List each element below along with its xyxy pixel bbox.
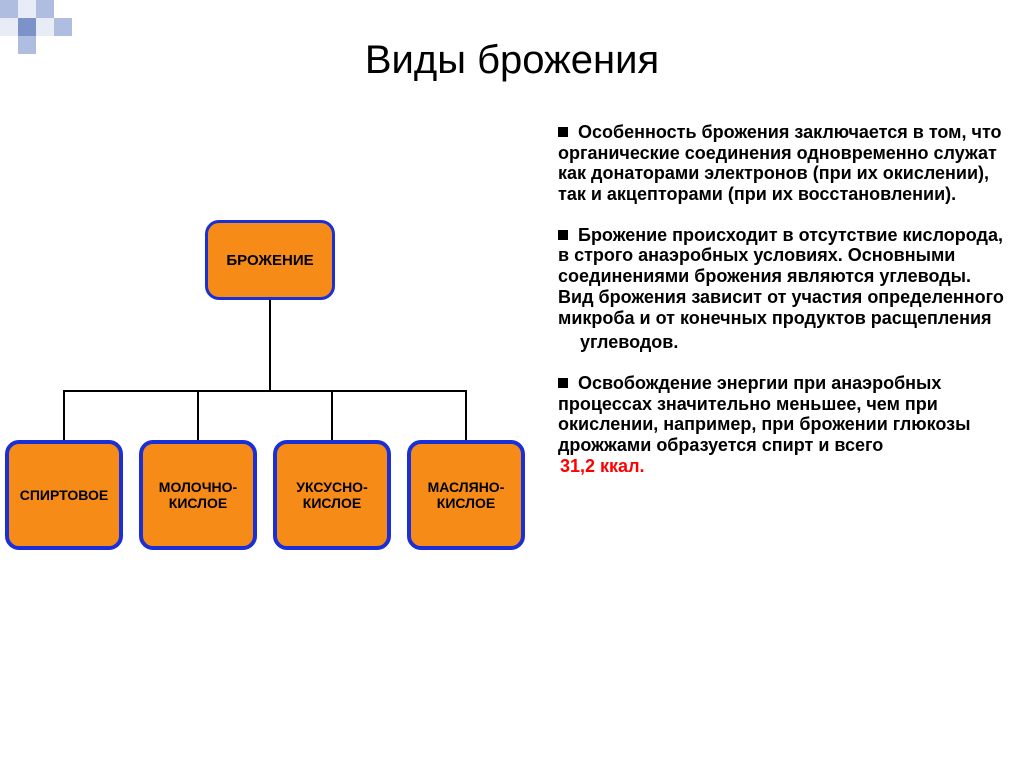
bullet-icon — [558, 230, 568, 240]
fermentation-diagram: БРОЖЕНИЕ СПИРТОВОЕМОЛОЧНО-КИСЛОЕУКСУСНО-К… — [5, 220, 535, 690]
connector-line — [63, 390, 467, 392]
decor-square — [0, 18, 18, 36]
decor-square — [36, 18, 54, 36]
decor-square — [18, 18, 36, 36]
decor-square — [0, 0, 18, 18]
diagram-leaf-node: УКСУСНО-КИСЛОЕ — [273, 440, 391, 550]
bullet-icon — [558, 378, 568, 388]
connector-line — [465, 390, 467, 440]
paragraph-2: Брожение происходит в отсутствие кислоро… — [558, 225, 1006, 328]
paragraph-3: Освобождение энергии при анаэробных проц… — [558, 373, 1006, 476]
text-column: Особенность брожения заключается в том, … — [558, 122, 1006, 496]
decor-square — [18, 0, 36, 18]
paragraph-2-tail: углеводов. — [558, 332, 1006, 353]
diagram-leaf-node: МАСЛЯНО-КИСЛОЕ — [407, 440, 525, 550]
diagram-leaf-node: СПИРТОВОЕ — [5, 440, 123, 550]
diagram-root-node: БРОЖЕНИЕ — [205, 220, 335, 300]
highlight-value: 31,2 ккал. — [558, 456, 645, 476]
decor-square — [54, 18, 72, 36]
connector-line — [269, 300, 271, 390]
bullet-icon — [558, 127, 568, 137]
connector-line — [197, 390, 199, 440]
decor-square — [36, 0, 54, 18]
page-title: Виды брожения — [0, 38, 1024, 83]
connector-line — [331, 390, 333, 440]
paragraph-1: Особенность брожения заключается в том, … — [558, 122, 1006, 205]
connector-line — [63, 390, 65, 440]
diagram-leaf-node: МОЛОЧНО-КИСЛОЕ — [139, 440, 257, 550]
